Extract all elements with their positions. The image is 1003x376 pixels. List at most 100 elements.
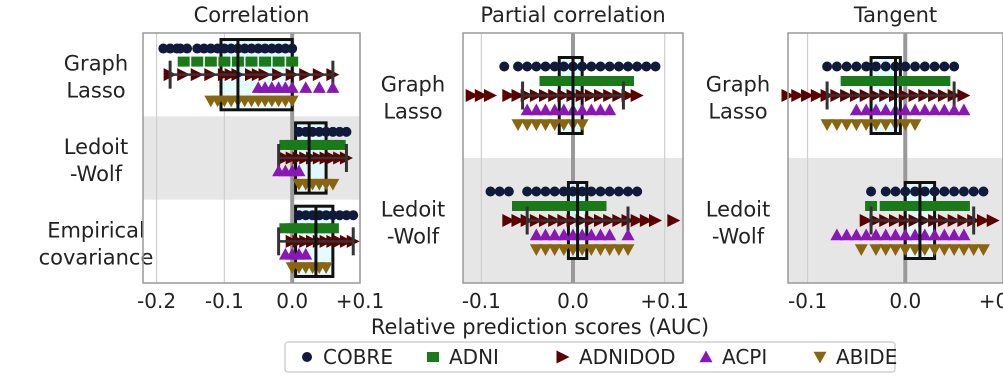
point-cobre bbox=[540, 61, 551, 72]
point-cobre bbox=[348, 210, 359, 221]
panel-2: Graph Lasso Ledoit -Wolf Partial correlation… bbox=[381, 3, 689, 313]
point-acpi bbox=[621, 228, 635, 241]
point-cobre bbox=[949, 61, 960, 72]
panel-title: Partial correlation bbox=[480, 3, 665, 27]
point-adnidod bbox=[474, 89, 488, 102]
point-cobre bbox=[831, 61, 842, 72]
point-acpi bbox=[859, 228, 873, 241]
group-label: Lasso bbox=[66, 79, 125, 103]
point-acpi bbox=[879, 103, 893, 116]
group-label: Graph bbox=[706, 73, 770, 97]
point-acpi bbox=[898, 103, 912, 116]
point-cobre bbox=[595, 186, 606, 197]
point-adni bbox=[530, 201, 543, 211]
point-acpi bbox=[859, 103, 873, 116]
x-tick-label: +0.1 bbox=[979, 289, 1003, 313]
point-acpi bbox=[326, 81, 340, 93]
group-label: Ledoit bbox=[706, 198, 771, 222]
point-cobre bbox=[341, 126, 352, 137]
point-acpi bbox=[879, 228, 893, 241]
point-abide bbox=[889, 244, 902, 256]
legend: COBRE ADNI ADNIDOD ACPI ABIDE bbox=[284, 341, 897, 373]
point-adni bbox=[567, 201, 579, 211]
point-abide bbox=[621, 244, 635, 256]
legend-label: ADNIDOD bbox=[579, 345, 675, 369]
point-adni bbox=[928, 201, 941, 211]
point-adnidod bbox=[630, 214, 644, 227]
point-cobre bbox=[939, 61, 950, 72]
point-abide bbox=[520, 119, 534, 131]
point-adni bbox=[313, 139, 326, 150]
x-tick-label: -0.1 bbox=[205, 289, 244, 313]
point-adni bbox=[286, 56, 299, 67]
point-adni bbox=[865, 201, 878, 211]
point-acpi bbox=[937, 103, 951, 116]
panel-frame bbox=[462, 32, 684, 284]
point-adni bbox=[928, 76, 941, 86]
point-adni bbox=[326, 223, 339, 234]
point-abide bbox=[918, 244, 932, 256]
point-adni bbox=[333, 139, 346, 150]
point-acpi bbox=[312, 81, 326, 93]
point-acpi bbox=[957, 103, 971, 116]
point-adni bbox=[840, 76, 853, 86]
point-acpi bbox=[908, 103, 922, 116]
point-adnidod bbox=[630, 89, 644, 102]
point-cobre bbox=[513, 61, 523, 72]
panel-frame bbox=[142, 32, 361, 284]
point-acpi bbox=[520, 103, 534, 116]
x-tick-label: +0.1 bbox=[640, 289, 689, 313]
group-label: Lasso bbox=[708, 100, 767, 124]
point-cobre bbox=[890, 186, 901, 197]
point-cobre bbox=[586, 186, 597, 197]
group-label: -Wolf bbox=[70, 162, 123, 186]
point-cobre bbox=[939, 186, 950, 197]
panel-title: Correlation bbox=[194, 3, 310, 27]
point-cobre bbox=[900, 61, 911, 72]
point-adni bbox=[539, 76, 552, 86]
point-cobre bbox=[558, 186, 569, 197]
point-acpi bbox=[548, 103, 562, 116]
point-adni bbox=[299, 223, 312, 234]
point-cobre bbox=[929, 186, 940, 197]
point-abide bbox=[529, 244, 543, 256]
point-abide bbox=[511, 119, 525, 131]
point-abide bbox=[854, 244, 868, 256]
group bbox=[272, 121, 353, 195]
point-cobre bbox=[558, 61, 569, 72]
point-cobre bbox=[949, 186, 960, 197]
x-tick-label: 0.0 bbox=[276, 289, 308, 313]
point-cobre bbox=[632, 186, 643, 197]
point-adni bbox=[259, 56, 272, 67]
group-label: Graph bbox=[381, 73, 445, 97]
point-abide bbox=[869, 244, 883, 256]
point-abide bbox=[539, 244, 552, 256]
point-cobre bbox=[494, 186, 505, 197]
group bbox=[158, 38, 340, 112]
point-cobre bbox=[968, 186, 979, 197]
point-adni bbox=[948, 201, 961, 211]
panel-frame bbox=[787, 32, 1003, 284]
point-cobre bbox=[531, 186, 542, 197]
point-abide bbox=[908, 244, 922, 256]
point-abide bbox=[840, 119, 854, 131]
point-cobre bbox=[641, 61, 652, 72]
point-acpi bbox=[928, 103, 942, 116]
x-tick-label: -0.1 bbox=[462, 289, 501, 313]
legend-label: ADNI bbox=[449, 345, 499, 369]
point-cobre bbox=[866, 186, 877, 197]
point-cobre bbox=[978, 186, 989, 197]
point-adni bbox=[292, 223, 305, 234]
point-adni bbox=[899, 76, 912, 86]
point-adnidod bbox=[810, 89, 824, 102]
point-cobre bbox=[919, 61, 930, 72]
point-adni bbox=[585, 76, 598, 86]
point-adni bbox=[918, 76, 931, 86]
point-adni bbox=[286, 139, 299, 150]
point-acpi bbox=[539, 103, 552, 116]
point-adni bbox=[938, 76, 951, 86]
point-cobre bbox=[958, 186, 969, 197]
point-adni bbox=[521, 201, 534, 211]
point-adni bbox=[557, 76, 570, 86]
